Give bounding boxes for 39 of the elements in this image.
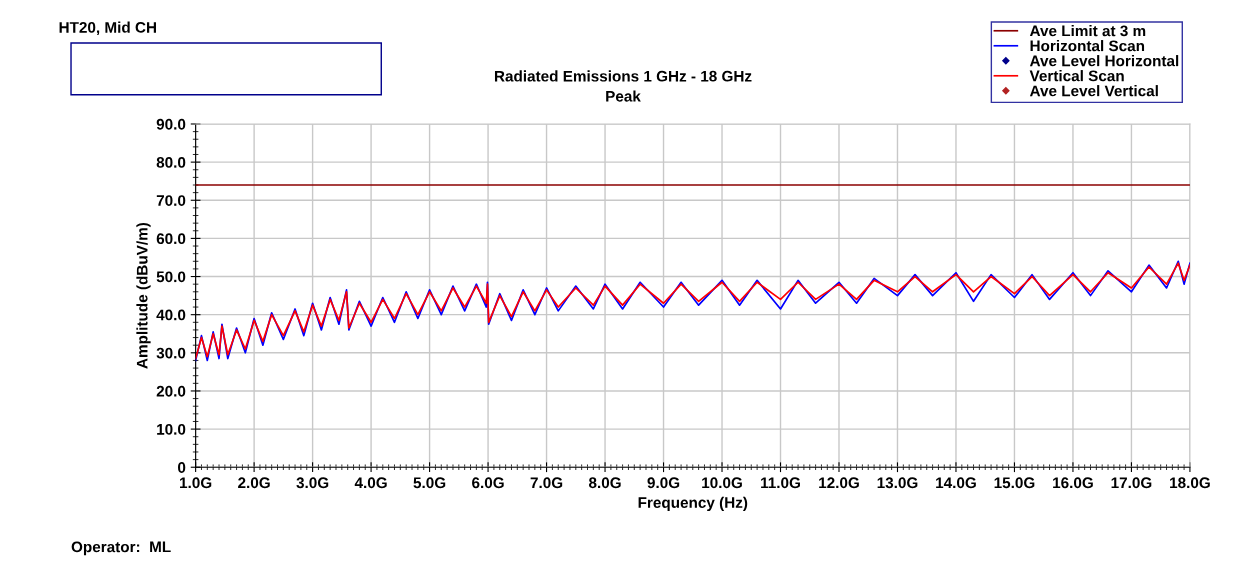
y-tick-label: 10.0 (157, 423, 186, 435)
x-tick-label: 16.0G (1053, 477, 1093, 489)
y-tick-label: 30.0 (156, 347, 186, 359)
x-tick-label: 1.0G (180, 477, 212, 489)
x-tick-label: 5.0G (413, 477, 446, 489)
x-tick-label: 10.0G (702, 477, 742, 489)
legend-label: Vertical Scan (1029, 70, 1124, 82)
x-tick-label: 2.0G (238, 477, 270, 489)
y-tick-label: 80.0 (156, 156, 186, 168)
x-tick-label: 8.0G (588, 477, 621, 489)
x-tick-label: 17.0G (1111, 477, 1152, 489)
y-tick-label: 50.0 (156, 271, 186, 283)
x-tick-label: 3.0G (296, 477, 329, 489)
x-tick-label: 7.0G (530, 477, 563, 489)
x-tick-label: 9.0G (647, 477, 680, 489)
legend-label: Horizontal Scan (1030, 40, 1145, 52)
y-axis-title: Amplitude (dBuV/m) (136, 222, 151, 369)
legend-label: Ave Level Horizontal (1029, 55, 1179, 67)
chart-title: Radiated Emissions 1 GHz - 18 GHz (494, 70, 752, 82)
chart-subtitle: Peak (606, 90, 641, 102)
x-tick-label: 18.0G (1170, 477, 1210, 489)
x-tick-label: 11.0G (761, 477, 800, 489)
x-tick-label: 14.0G (936, 477, 976, 489)
y-tick-label: 90.0 (156, 118, 186, 130)
x-tick-label: 15.0G (994, 477, 1035, 489)
y-tick-label: 60.0 (156, 233, 186, 245)
x-tick-label: 4.0G (354, 477, 387, 489)
x-tick-label: 13.0G (877, 477, 918, 489)
y-tick-label: 70.0 (156, 195, 186, 206)
x-axis-title: Frequency (Hz) (638, 496, 748, 511)
y-tick-label: 0 (178, 462, 186, 473)
x-tick-label: 12.0G (819, 477, 859, 489)
y-tick-label: 40.0 (156, 309, 186, 321)
legend-label: Ave Level Vertical (1029, 85, 1158, 97)
y-tick-label: 20.0 (156, 385, 186, 397)
x-tick-label: 6.0G (472, 477, 504, 489)
legend-label: Ave Limit at 3 m (1029, 25, 1146, 37)
text: HT20, Mid CH (59, 21, 156, 36)
text: Operator: ML (71, 541, 171, 556)
